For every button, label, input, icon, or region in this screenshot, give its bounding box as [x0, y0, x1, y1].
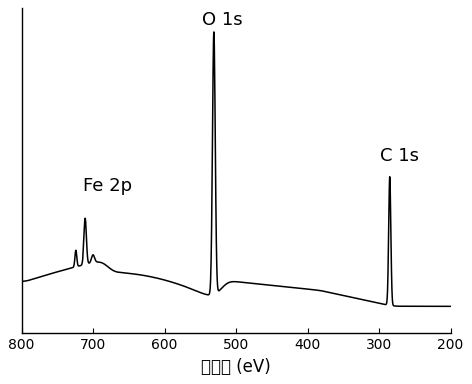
Text: O 1s: O 1s: [202, 11, 243, 29]
X-axis label: 结合能 (eV): 结合能 (eV): [201, 358, 271, 376]
Text: C 1s: C 1s: [379, 147, 419, 165]
Text: Fe 2p: Fe 2p: [83, 177, 132, 195]
